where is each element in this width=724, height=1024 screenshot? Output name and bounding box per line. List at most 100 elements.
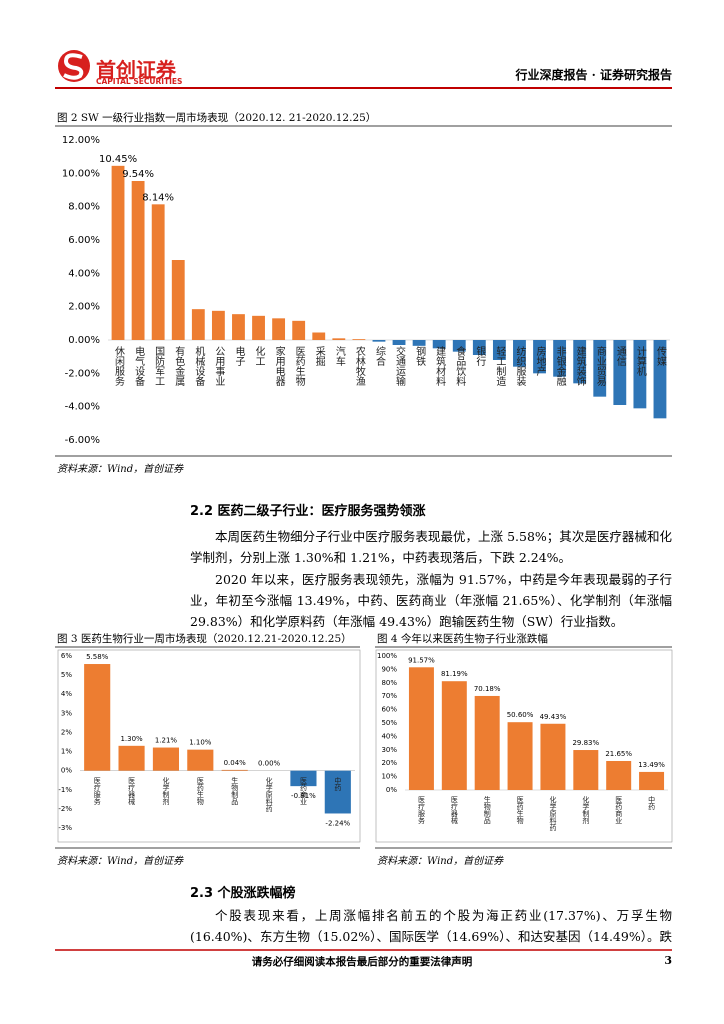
x-tick-label: 医药商业 bbox=[615, 796, 623, 824]
x-tick-label: 化学原料药 bbox=[265, 776, 273, 813]
bar bbox=[639, 771, 665, 790]
caption: 图 3 医药生物行业一周市场表现（2020.12.21-2020.12.25） bbox=[57, 633, 352, 645]
bar bbox=[221, 769, 248, 771]
y-tick-label: 2.00% bbox=[68, 302, 100, 313]
source: 资料来源：Wind，首创证券 bbox=[57, 856, 184, 867]
x-tick-label: 电子 bbox=[233, 345, 245, 366]
y-tick-label: -1% bbox=[58, 786, 72, 794]
data-label: 8.14% bbox=[142, 192, 174, 203]
data-label: -2.24% bbox=[325, 819, 350, 827]
data-label: 81.19% bbox=[441, 670, 468, 678]
data-label: 0.00% bbox=[258, 760, 281, 768]
footer-notice: 请务必仔细阅读本报告最后部分的重要法律声明 bbox=[251, 956, 473, 968]
bar bbox=[553, 340, 567, 377]
x-tick-label: 医药生物 bbox=[516, 796, 524, 825]
y-tick-label: 6.00% bbox=[68, 235, 100, 246]
section-heading: 2.2 医药二级子行业：医疗服务强势领涨 bbox=[190, 504, 426, 519]
y-tick-label: 0% bbox=[61, 767, 72, 775]
x-tick-label: 医药商业 bbox=[299, 777, 307, 805]
chart-frame bbox=[375, 649, 673, 843]
paragraph: 个股表现来看，上周涨幅排名前五的个股为海正药业(17.37%)、万孚生物(16.… bbox=[190, 908, 672, 944]
bar bbox=[533, 340, 546, 374]
paragraph: 本周医药生物细分子行业中医疗服务表现最优，上涨 5.58%；其次是医疗器械和化学… bbox=[190, 529, 672, 565]
y-tick-label: 70% bbox=[381, 692, 397, 700]
x-tick-label: 医药生物 bbox=[196, 777, 204, 806]
bar bbox=[290, 770, 317, 787]
x-tick-label: 轻工制造 bbox=[494, 345, 506, 386]
y-tick-label: -2.00% bbox=[65, 368, 100, 379]
bar bbox=[613, 340, 627, 405]
paragraph: 2020 年以来，医疗服务表现领先，涨幅为 91.57%，中药是今年表现最弱的子… bbox=[190, 572, 672, 629]
x-tick-label: 医药生物 bbox=[293, 346, 305, 387]
y-tick-label: 3% bbox=[61, 709, 72, 717]
bar bbox=[441, 681, 467, 790]
data-label: 10.45% bbox=[99, 154, 137, 165]
data-label: 50.60% bbox=[507, 711, 534, 719]
bar bbox=[84, 664, 111, 771]
x-tick-label: 医疗服务 bbox=[93, 777, 101, 806]
data-label: 29.83% bbox=[572, 739, 599, 747]
y-tick-label: 0.00% bbox=[68, 335, 100, 346]
bar bbox=[606, 760, 632, 790]
data-label: -0.81% bbox=[291, 792, 316, 800]
y-tick-label: -4.00% bbox=[65, 402, 100, 413]
x-tick-label: 医疗器械 bbox=[450, 796, 458, 825]
bar bbox=[573, 340, 587, 384]
y-tick-label: 0% bbox=[386, 786, 397, 794]
x-tick-label: 化工 bbox=[253, 345, 265, 366]
data-label: 13.49% bbox=[638, 761, 665, 769]
bar bbox=[653, 340, 667, 419]
section-heading: 2.3 个股涨跌幅榜 bbox=[190, 886, 296, 901]
x-tick-label: 电气设备 bbox=[133, 345, 145, 387]
x-tick-label: 休闲服务 bbox=[113, 346, 125, 387]
bar bbox=[312, 332, 326, 340]
bar bbox=[152, 747, 179, 771]
data-label: 0.04% bbox=[224, 759, 247, 767]
bar bbox=[292, 320, 306, 340]
x-tick-label: 中药 bbox=[648, 795, 656, 811]
bar bbox=[507, 722, 533, 790]
x-tick-label: 国防军工 bbox=[153, 346, 165, 386]
y-tick-label: 5% bbox=[61, 671, 72, 679]
x-tick-label: 汽车 bbox=[333, 345, 345, 367]
x-tick-label: 综合 bbox=[373, 345, 385, 367]
y-tick-label: -6.00% bbox=[65, 435, 100, 446]
x-tick-label: 农林牧渔 bbox=[353, 345, 365, 387]
data-label: 1.30% bbox=[120, 735, 143, 743]
y-tick-label: 30% bbox=[381, 746, 397, 754]
company-en: CAPITAL SECURITIES bbox=[96, 77, 183, 86]
report-type: 行业深度报告 · 证券研究报告 bbox=[515, 68, 672, 82]
data-label: 49.43% bbox=[540, 713, 567, 721]
bar bbox=[252, 315, 265, 340]
caption: 图 4 今年以来医药生物子行业涨跌幅 bbox=[377, 633, 548, 645]
x-tick-label: 化学原料药 bbox=[549, 795, 557, 832]
bar bbox=[352, 339, 366, 340]
bar bbox=[432, 340, 446, 349]
bar bbox=[324, 770, 351, 814]
x-tick-label: 计算机 bbox=[634, 345, 646, 377]
bar bbox=[633, 340, 647, 409]
data-label: 91.57% bbox=[408, 656, 435, 664]
source: 资料来源：Wind，首创证券 bbox=[377, 856, 504, 867]
chart-frame bbox=[57, 649, 361, 843]
bar bbox=[472, 340, 486, 355]
bar bbox=[392, 340, 406, 345]
bar bbox=[513, 340, 526, 367]
y-tick-label: 90% bbox=[381, 665, 397, 673]
caption: 图 2 SW 一级行业指数一周市场表现（2020.12. 21-2020.12.… bbox=[57, 112, 377, 124]
y-tick-label: 8.00% bbox=[68, 202, 100, 213]
bar bbox=[118, 745, 145, 771]
x-tick-label: 传媒 bbox=[654, 346, 666, 367]
bar bbox=[111, 165, 125, 340]
bar bbox=[492, 340, 506, 360]
bar bbox=[151, 204, 165, 340]
x-tick-label: 房地产 bbox=[534, 345, 546, 377]
y-tick-label: 4.00% bbox=[68, 268, 100, 279]
y-tick-label: 20% bbox=[381, 759, 397, 767]
y-tick-label: 2% bbox=[61, 728, 72, 736]
x-tick-label: 建筑材料 bbox=[434, 345, 446, 387]
bar bbox=[372, 340, 386, 342]
y-tick-label: 60% bbox=[381, 706, 397, 714]
bar bbox=[452, 340, 466, 352]
